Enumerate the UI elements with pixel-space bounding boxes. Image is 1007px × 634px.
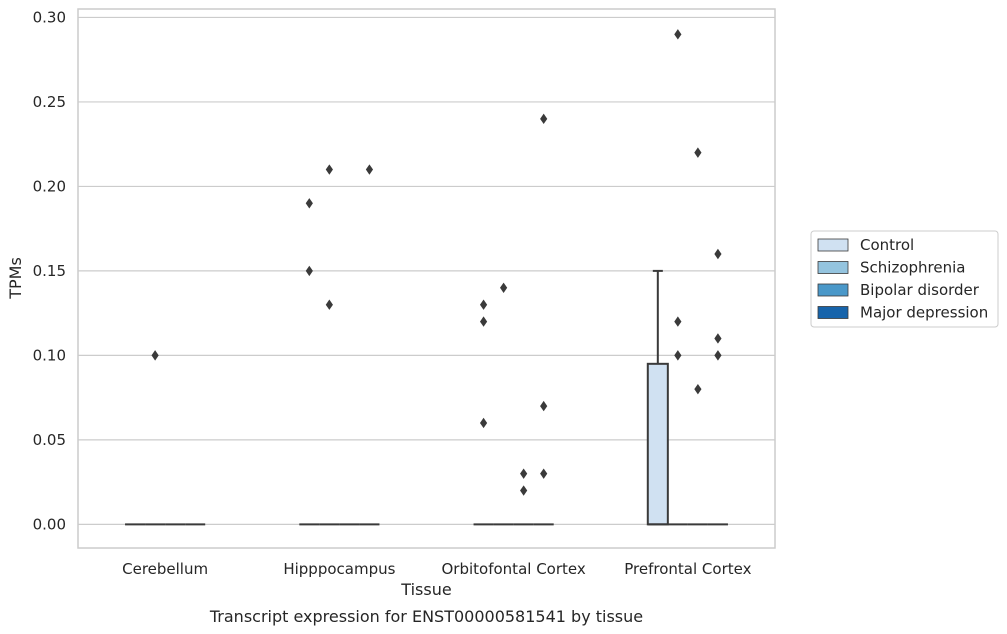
y-tick-label: 0.25 <box>33 93 66 111</box>
outlier-point <box>365 164 374 175</box>
plot-background <box>78 9 775 548</box>
outlier-point <box>520 485 528 496</box>
outlier-point <box>520 468 528 479</box>
x-tick-labels: Cerebellum Hipppocampus Orbitofontal Corte… <box>122 560 751 578</box>
outlier-point <box>540 113 548 125</box>
plot-frame <box>77 8 776 549</box>
legend-label: Schizophrenia <box>860 259 965 277</box>
gridlines <box>78 16 775 525</box>
outlier-point <box>479 417 488 429</box>
outlier-point <box>479 316 488 327</box>
legend-swatch <box>817 238 849 252</box>
outlier-point <box>714 248 722 260</box>
box-1-0 <box>299 198 320 526</box>
box-groups <box>125 29 728 526</box>
x-tick-label: Prefrontal Cortex <box>624 560 751 578</box>
y-tick-labels: 0.00 0.05 0.10 0.15 0.20 0.25 0.30 <box>33 8 66 533</box>
y-tick-label: 0.10 <box>33 346 66 364</box>
y-tick-label: 0.00 <box>33 515 66 533</box>
outlier-point <box>151 350 159 361</box>
legend-label: Bipolar disorder <box>860 281 980 299</box>
y-tick-label: 0.30 <box>33 8 66 26</box>
outlier-point <box>479 299 488 310</box>
outlier-point <box>500 282 508 293</box>
y-tick-label: 0.05 <box>33 431 66 449</box>
box-2-2 <box>513 468 534 526</box>
outlier-point <box>325 164 333 175</box>
x-tick-label: Orbitofontal Cortex <box>442 560 586 578</box>
x-axis-label: Tissue <box>400 580 451 599</box>
outlier-point <box>325 299 333 310</box>
x-tick-label: Cerebellum <box>122 560 208 578</box>
x-tick-label: Hipppocampus <box>283 560 395 578</box>
legend-label: Major depression <box>860 304 988 322</box>
outlier-point <box>305 198 313 209</box>
outlier-point <box>674 316 682 327</box>
box-3-1 <box>667 29 688 526</box>
box-2-1 <box>493 282 514 526</box>
y-axis-label: TPMs <box>6 257 25 300</box>
legend-swatch <box>817 306 849 319</box>
box-3-0 <box>646 269 669 526</box>
outlier-point <box>694 147 702 158</box>
outlier-point <box>694 383 702 395</box>
y-tick-label: 0.15 <box>33 262 66 280</box>
legend-frame <box>810 230 999 328</box>
box-3-2 <box>687 147 708 526</box>
legend-swatch <box>817 261 849 274</box>
outlier-point <box>540 400 548 412</box>
box-1-3 <box>359 164 380 526</box>
legend-label: Control <box>860 236 914 254</box>
legend: Control Schizophrenia Bipolar disorder Majo… <box>810 230 999 328</box>
box-0-1 <box>145 350 166 526</box>
box-body <box>646 362 669 526</box>
box-1-1 <box>319 164 340 526</box>
y-tick-label: 0.20 <box>33 177 66 195</box>
outlier-point <box>305 265 313 277</box>
outlier-point <box>674 350 682 361</box>
chart-caption: Transcript expression for ENST0000058154… <box>209 607 643 626</box>
box-2-0 <box>473 299 494 526</box>
box-2-3 <box>533 113 554 526</box>
outlier-point <box>714 350 722 361</box>
outlier-point <box>540 468 548 479</box>
outlier-point <box>674 29 682 40</box>
outlier-point <box>714 333 722 344</box>
box-3-3 <box>707 248 728 526</box>
legend-swatch <box>817 283 849 297</box>
